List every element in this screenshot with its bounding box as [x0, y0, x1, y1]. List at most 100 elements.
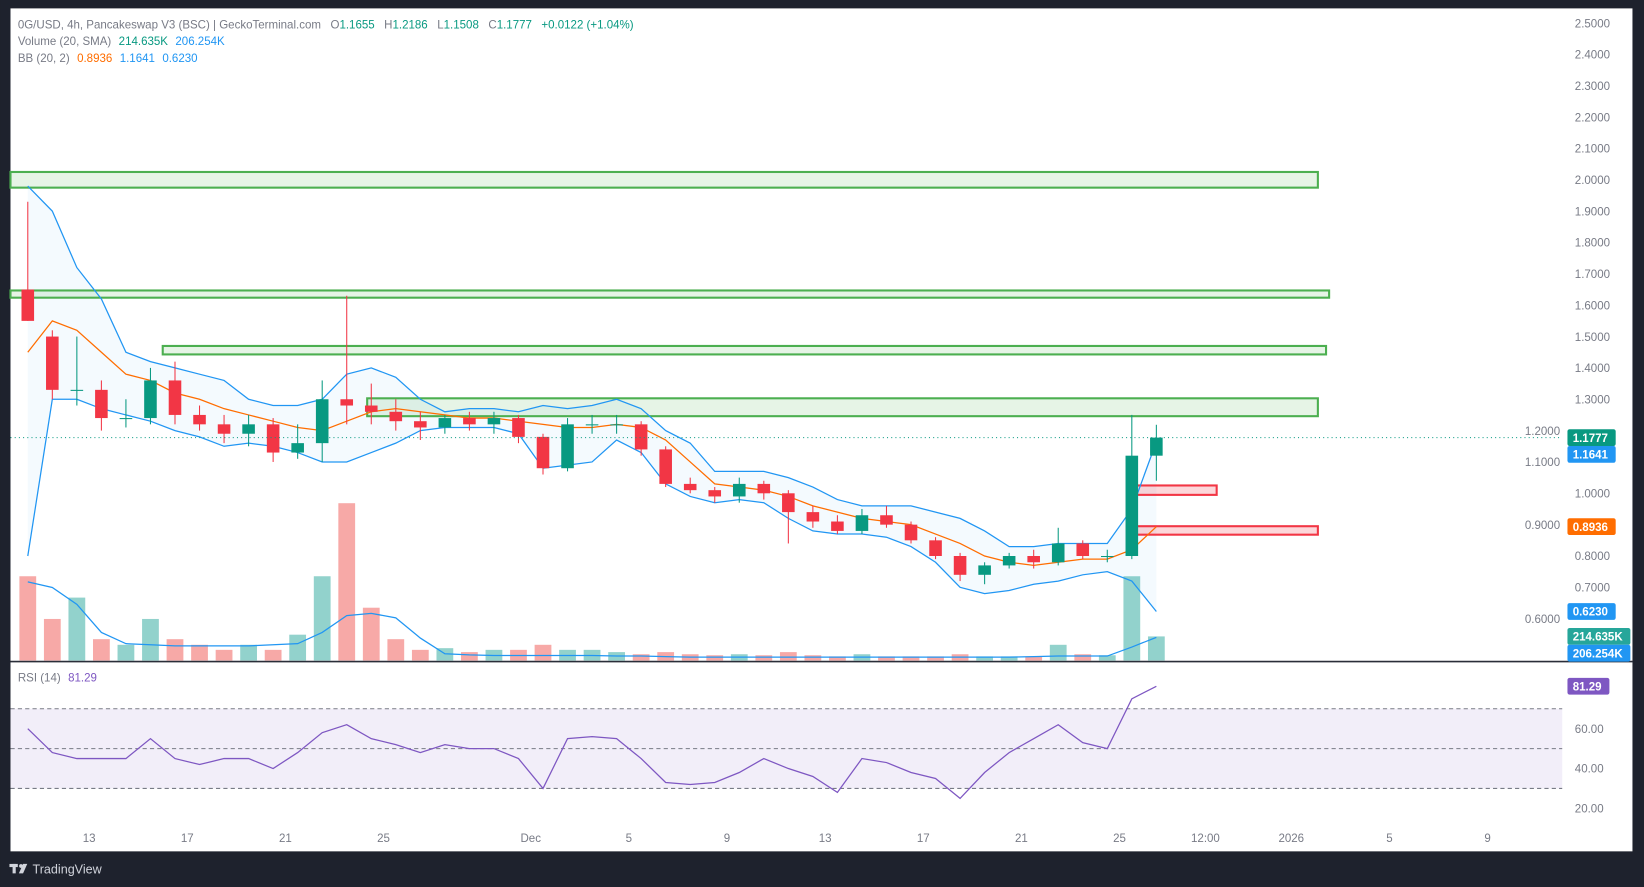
candle-body — [487, 418, 501, 425]
candle[interactable] — [95, 380, 108, 431]
price-tick-label: 1.0000 — [1575, 488, 1610, 500]
candle[interactable] — [708, 487, 722, 503]
candle[interactable] — [315, 380, 329, 462]
bb-basis-value: 0.8936 — [77, 53, 112, 65]
candle[interactable] — [119, 399, 133, 428]
candle[interactable] — [683, 477, 697, 494]
candle-body — [659, 449, 672, 484]
candle-body — [683, 483, 697, 491]
tradingview-logo[interactable]: TradingView — [9, 862, 103, 876]
volume-bar — [142, 618, 159, 661]
candle[interactable] — [1027, 549, 1040, 569]
candle-body — [95, 389, 108, 419]
candle[interactable] — [978, 562, 991, 585]
price-pane[interactable] — [9, 170, 1563, 661]
candle[interactable] — [1076, 540, 1090, 560]
price-tick-label: 2.2000 — [1575, 112, 1610, 124]
candle[interactable] — [463, 411, 476, 431]
supply-zone[interactable] — [161, 344, 1328, 356]
candle-body — [144, 380, 157, 419]
candle[interactable] — [1100, 549, 1114, 563]
candle-body — [512, 418, 525, 437]
candle[interactable] — [46, 330, 59, 400]
candle[interactable] — [855, 508, 869, 535]
time-tick-label: 17 — [181, 833, 194, 845]
candle[interactable] — [168, 361, 182, 425]
candle[interactable] — [364, 383, 378, 425]
price-badge-label: 1.1641 — [1573, 450, 1609, 462]
rsi-legend[interactable]: RSI (14) 81.29 — [18, 673, 97, 685]
candle[interactable] — [217, 414, 231, 444]
time-tick-label: 9 — [724, 833, 730, 845]
candle[interactable] — [782, 490, 795, 544]
time-tick-label: 12:00 — [1191, 833, 1220, 845]
candle[interactable] — [561, 418, 574, 472]
candle-body — [414, 421, 427, 428]
candle[interactable] — [536, 433, 550, 475]
candle[interactable] — [438, 414, 452, 434]
candle[interactable] — [414, 411, 427, 441]
candle[interactable] — [831, 515, 844, 535]
candle[interactable] — [757, 480, 771, 500]
volume-legend[interactable]: Volume (20, SMA) 214.635K 206.254K — [18, 36, 225, 48]
volume-bar — [1098, 655, 1116, 661]
time-tick-label: 2026 — [1278, 833, 1304, 845]
volume-bar — [313, 576, 331, 661]
volume-bar — [264, 649, 282, 661]
rsi-badge-label: 81.29 — [1573, 681, 1602, 693]
candle[interactable] — [634, 421, 648, 456]
candle[interactable] — [806, 505, 820, 528]
candle[interactable] — [340, 295, 354, 425]
time-tick-label: 13 — [819, 833, 832, 845]
candle[interactable] — [266, 418, 280, 462]
candle[interactable] — [732, 477, 746, 503]
candle-body — [463, 418, 476, 425]
candle[interactable] — [659, 446, 672, 488]
price-badge-label: 0.6230 — [1573, 607, 1608, 619]
price-tick-label: 1.8000 — [1575, 238, 1610, 250]
rsi-band-fill — [10, 708, 1563, 789]
candle[interactable] — [585, 414, 599, 434]
volume-bar — [1049, 644, 1067, 661]
candle[interactable] — [904, 521, 918, 544]
bb-legend[interactable]: BB (20, 2) 0.8936 1.1641 0.6230 — [18, 53, 198, 65]
time-axis[interactable]: 13 17 21 25 Dec 5 9 13 17 21 25 12:00 2026 5 9 — [83, 833, 1491, 845]
demand-zone[interactable] — [1130, 525, 1319, 536]
candle[interactable] — [953, 552, 967, 582]
candle[interactable] — [1125, 414, 1139, 560]
demand-zone[interactable] — [1132, 484, 1218, 496]
volume-bar — [829, 656, 846, 661]
symbol-line: 0G/USD, 4h, Pancakeswap V3 (BSC) | Gecko… — [18, 19, 321, 31]
candle-body — [929, 540, 942, 557]
price-axis[interactable]: 1.1777 1.1641 0.8936 0.6230 214.635K 206.254K… — [1525, 18, 1631, 816]
candle-body — [70, 389, 84, 391]
candle[interactable] — [193, 405, 206, 431]
candle[interactable] — [70, 336, 84, 406]
candle[interactable] — [880, 505, 893, 528]
candle-body — [438, 418, 452, 428]
price-tick-label: 0.6000 — [1525, 614, 1560, 626]
candle[interactable] — [242, 414, 255, 447]
supply-zone[interactable] — [366, 397, 1319, 418]
volume-bar — [1074, 654, 1092, 661]
candle[interactable] — [512, 414, 525, 444]
candle[interactable] — [1051, 527, 1065, 566]
candle[interactable] — [21, 201, 35, 321]
candle[interactable] — [1150, 424, 1163, 481]
candle[interactable] — [144, 367, 157, 425]
supply-zone[interactable] — [9, 170, 1319, 189]
symbol-legend[interactable]: 0G/USD, 4h, Pancakeswap V3 (BSC) | Gecko… — [18, 19, 634, 31]
candle[interactable] — [389, 399, 403, 431]
volume-bar — [878, 656, 895, 661]
candle[interactable] — [487, 411, 501, 434]
candle[interactable] — [1002, 552, 1016, 569]
candle[interactable] — [291, 424, 304, 459]
supply-zone[interactable] — [9, 289, 1331, 299]
candle-body — [708, 490, 722, 497]
rsi-pane[interactable] — [10, 685, 1563, 800]
candle[interactable] — [929, 537, 942, 560]
volume-bar — [632, 654, 650, 661]
volume-bar — [191, 644, 208, 661]
candle[interactable] — [610, 414, 623, 434]
